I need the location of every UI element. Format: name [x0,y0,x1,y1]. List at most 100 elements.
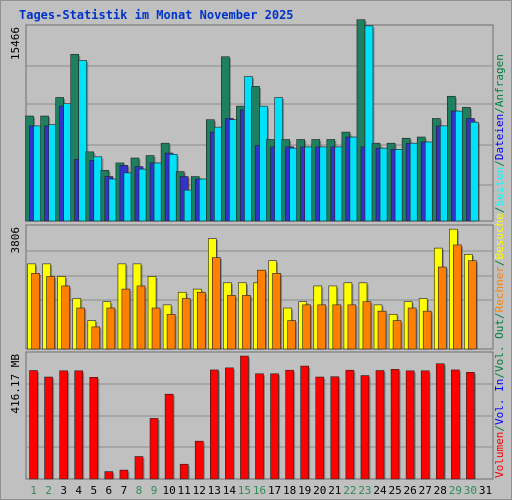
bar-rechner-day-18 [287,320,296,350]
bar-volumen-day-3 [59,370,68,480]
legend-separator: / [493,372,506,379]
panel-volume: 416.17 MB [9,351,494,480]
bar-volumen-day-27 [420,370,430,480]
bar-rechner-day-23 [362,301,372,350]
bar-rechner-day-30 [468,260,477,350]
bar-volumen-day-23 [360,375,370,480]
x-tick-label-day-14: 14 [223,484,237,497]
x-tick-label-day-17: 17 [268,484,281,497]
bar-rechner-day-15 [242,295,251,350]
bar-volumen-day-11 [179,463,189,480]
bar-rechner-day-22 [347,304,357,350]
x-tick-label-day-15: 15 [238,484,251,497]
x-tick-label-day-16: 16 [253,484,266,497]
legend-entry-anfragen: Anfragen [493,54,506,107]
bar-rechner-day-2 [46,276,55,350]
bar-volumen-day-10 [164,393,174,480]
bar-volumen-day-8 [134,456,144,480]
bar-rechner-day-26 [407,307,417,350]
bar-rechner-day-27 [422,310,432,350]
panel-volume-max-label: 416.17 MB [9,354,22,414]
bar-rechner-day-9 [151,307,161,350]
bar-rechner-day-28 [437,266,447,350]
bar-volumen-day-20 [315,376,325,480]
bar-rechner-day-24 [377,310,387,350]
legend-entry-vol-out: Vol. Out [493,319,506,372]
chart-panels: 15466 3806 416.17 MB [9,19,494,480]
x-tick-label-day-3: 3 [60,484,67,497]
x-tick-label-day-31: 31 [479,484,492,497]
bar-volumen-day-19 [300,365,309,480]
bar-rechner-day-8 [136,285,146,350]
bar-rechner-day-6 [106,307,116,350]
legend-entry-dateien: Dateien [493,114,506,160]
legend-entry-seiten: Seiten [493,167,506,207]
bar-seiten-day-4 [78,60,88,222]
x-tick-label-day-24: 24 [373,484,387,497]
legend-entry-besuche: Besuche [493,213,506,259]
bar-volumen-day-5 [89,377,99,480]
bar-volumen-day-25 [390,369,400,480]
bar-seiten-day-23 [364,25,374,222]
bar-volumen-day-29 [451,369,460,480]
bar-rechner-day-14 [227,295,236,350]
bar-volumen-day-1 [29,370,38,480]
x-tick-label-day-22: 22 [343,484,356,497]
legend-separator: / [493,107,506,114]
bar-volumen-day-26 [405,370,415,480]
bar-rechner-day-4 [76,307,86,350]
bar-volumen-day-30 [466,372,475,480]
bar-volumen-day-17 [270,373,279,480]
bar-volumen-day-13 [210,369,219,480]
bar-volumen-day-4 [74,370,84,480]
x-tick-label-day-10: 10 [162,484,175,497]
bar-rechner-day-10 [166,314,176,350]
bar-rechner-day-20 [317,304,327,350]
x-tick-label-day-7: 7 [121,484,128,497]
x-tick-label-day-30: 30 [464,484,477,497]
legend-separator: / [493,425,506,432]
legend-text: Volumen/Vol. In/Vol. Out/Rechner/Besuche… [493,54,506,478]
bar-volumen-day-28 [435,363,445,480]
x-tick-label-day-19: 19 [298,484,311,497]
legend-separator: / [493,312,506,319]
x-tick-label-day-11: 11 [178,484,191,497]
bar-rechner-day-7 [121,288,131,350]
bar-volumen-day-21 [330,376,340,480]
x-tick-label-day-1: 1 [30,484,37,497]
bar-rechner-day-21 [332,304,342,350]
x-tick-label-day-6: 6 [106,484,113,497]
legend-separator: / [493,206,506,213]
bar-volumen-day-15 [240,355,249,480]
x-tick-label-day-26: 26 [404,484,417,497]
bar-rechner-day-11 [181,298,191,350]
bar-volumen-day-9 [149,418,159,480]
bar-volumen-day-12 [194,440,204,480]
bar-volumen-day-16 [255,373,264,480]
bar-rechner-day-5 [91,326,101,350]
x-tick-label-day-4: 4 [75,484,82,497]
legend-entry-vol-in: Vol. In [493,379,506,425]
x-tick-label-day-27: 27 [419,484,432,497]
bar-rechner-day-19 [302,304,311,350]
bar-rechner-day-1 [31,273,40,350]
bar-volumen-day-7 [119,469,129,480]
x-tick-label-day-2: 2 [45,484,52,497]
bar-volumen-day-24 [375,370,385,480]
panel-requests: 15466 [9,19,494,222]
bar-volumen-day-14 [225,367,234,480]
legend-entry-volumen: Volumen [493,432,506,478]
bar-volumen-day-18 [285,369,294,480]
x-tick-label-day-28: 28 [434,484,447,497]
bar-rechner-day-16 [257,269,266,350]
bar-rechner-day-25 [392,320,402,350]
x-tick-label-day-12: 12 [193,484,206,497]
bar-rechner-day-13 [212,257,221,350]
panel-visits-max-label: 3806 [9,227,22,254]
bar-volumen-day-22 [345,369,355,480]
bar-volumen-day-6 [104,471,114,480]
x-tick-label-day-29: 29 [449,484,462,497]
bar-rechner-day-12 [196,291,206,350]
bar-rechner-day-3 [61,285,70,350]
